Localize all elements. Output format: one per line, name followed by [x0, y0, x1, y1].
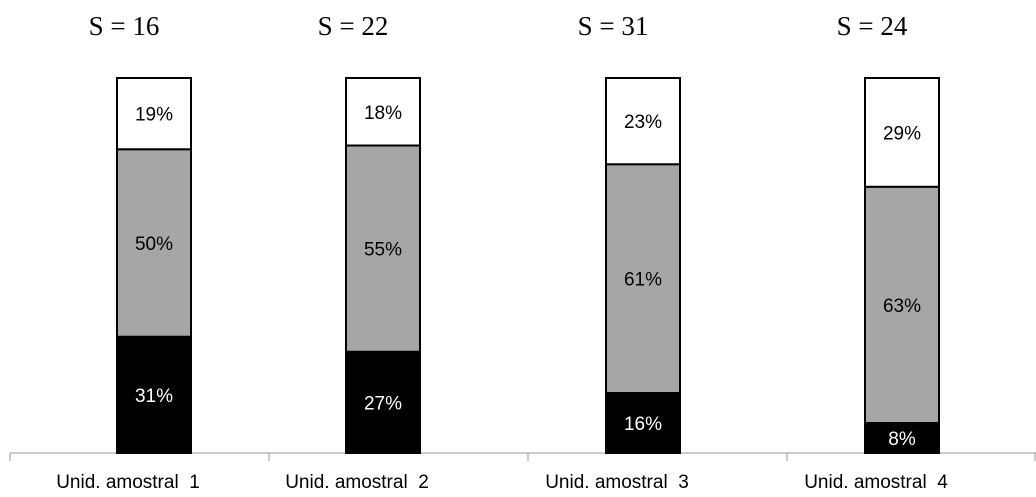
bar-segment	[864, 185, 940, 424]
data-label: 27%	[364, 393, 402, 414]
bars	[116, 77, 940, 454]
species-count-label: S = 31	[578, 11, 649, 41]
chart-labels: 31% 50% 19% S = 16 Unid. amostral 1 27% 55% 18%…	[56, 11, 948, 493]
data-label: 8%	[888, 429, 916, 450]
bar-segment	[605, 163, 681, 394]
category-tick-label: Unid. amostral 3	[545, 472, 689, 493]
bar-segment	[605, 77, 681, 166]
data-label: 18%	[364, 103, 402, 124]
data-label: 63%	[883, 296, 921, 317]
x-axis	[9, 452, 1036, 461]
category-tick-label: Unid. amostral 4	[804, 472, 948, 493]
bar-segment	[345, 77, 421, 147]
species-count-label: S = 24	[837, 11, 908, 41]
data-label: 50%	[135, 234, 173, 255]
data-label: 23%	[624, 112, 662, 133]
bar-segment	[864, 77, 940, 188]
species-count-label: S = 22	[318, 11, 389, 41]
data-label: 19%	[135, 105, 173, 126]
category-tick-label: Unid. amostral 2	[285, 472, 429, 493]
bar-segment	[116, 148, 192, 338]
bar-segment	[116, 335, 192, 454]
data-label: 29%	[883, 123, 921, 144]
data-label: 61%	[624, 270, 662, 291]
data-label: 31%	[135, 386, 173, 407]
data-label: 55%	[364, 240, 402, 261]
species-count-label: S = 16	[89, 11, 160, 41]
bar-segment	[605, 392, 681, 454]
bar-segment	[116, 77, 192, 151]
bar-segment	[345, 144, 421, 353]
bar-segment	[864, 422, 940, 454]
category-tick-label: Unid. amostral 1	[56, 472, 200, 493]
data-label: 16%	[624, 414, 662, 435]
